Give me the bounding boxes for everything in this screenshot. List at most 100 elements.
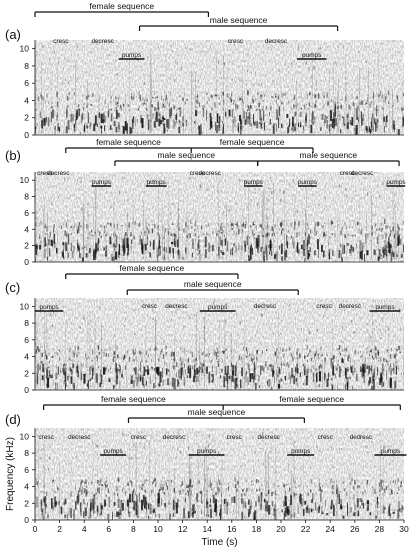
sequence-bracket: male sequence <box>114 150 259 166</box>
x-tick-label: 8 <box>131 524 136 534</box>
sequence-label: male sequence <box>188 407 246 417</box>
sequence-bracket: female sequence <box>34 1 210 17</box>
panel-label: (b) <box>5 148 21 163</box>
cresc-label: cresc <box>131 434 147 441</box>
decresc-label: decresc <box>47 170 70 177</box>
y-tick-label: 2 <box>24 241 29 251</box>
y-tick-label: 6 <box>24 465 29 475</box>
panel-label: (c) <box>5 280 20 295</box>
cresc-label: cresc <box>340 170 356 177</box>
decresc-label: decresc <box>163 434 186 441</box>
y-tick-label: 2 <box>24 113 29 123</box>
x-tick-label: 4 <box>82 524 87 534</box>
decresc-label: decresc <box>350 434 373 441</box>
x-tick-label: 16 <box>227 524 237 534</box>
x-tick-label: 20 <box>276 524 286 534</box>
sequence-label: female sequence <box>279 394 344 404</box>
y-tick-label: 2 <box>24 368 29 378</box>
spectrogram <box>35 172 404 262</box>
y-axis-label: Frequency (kHz) <box>5 437 16 511</box>
y-tick-label: 4 <box>24 482 29 492</box>
y-tick-label: 8 <box>24 192 29 202</box>
decresc-label: decresc <box>351 170 374 177</box>
x-tick-label: 26 <box>350 524 360 534</box>
sequence-label: female sequence <box>119 263 184 273</box>
x-tick-label: 14 <box>202 524 212 534</box>
y-tick-label: 0 <box>24 257 29 267</box>
sequence-label: male sequence <box>157 150 215 160</box>
spectrogram <box>35 40 404 135</box>
sequence-bracket: male sequence <box>257 150 400 166</box>
y-tick-label: 4 <box>24 224 29 234</box>
pumps-annotation: pumps <box>296 52 327 60</box>
sequence-label: male sequence <box>184 279 242 289</box>
y-tick-label: 4 <box>24 95 29 105</box>
decresc-label: decresc <box>198 170 221 177</box>
panel-a: 0 2 4 6 8 10 (a) female sequence male sequence cr… <box>5 1 404 140</box>
pumps-label: pumps <box>147 179 166 186</box>
x-tick-label: 10 <box>153 524 163 534</box>
decresc-label: decresc <box>254 303 277 310</box>
panel-b: 0 2 4 6 8 10 (b) female sequence female sequence… <box>5 137 406 267</box>
cresc-label: cresc <box>228 38 244 45</box>
pumps-annotation: pumps <box>369 304 401 312</box>
y-tick-label: 6 <box>24 335 29 345</box>
y-tick-label: 8 <box>24 448 29 458</box>
pumps-annotation: pumps <box>91 179 112 187</box>
pumps-annotation: pumps <box>287 448 315 456</box>
y-tick-label: 0 <box>24 515 29 525</box>
x-tick-label: 12 <box>178 524 188 534</box>
cresc-label: cresc <box>318 434 334 441</box>
pumps-label: pumps <box>92 179 111 186</box>
decresc-label: decresc <box>68 434 91 441</box>
panel-label: (a) <box>5 27 21 42</box>
pumps-label: pumps <box>244 179 263 186</box>
pumps-label: pumps <box>208 304 227 311</box>
y-tick-label: 0 <box>24 385 29 395</box>
decresc-label: decresc <box>91 38 114 45</box>
pumps-annotation: pumps <box>145 179 167 187</box>
x-tick-label: 0 <box>33 524 38 534</box>
spectrogram <box>35 428 404 520</box>
cresc-label: cresc <box>227 434 243 441</box>
decresc-label: decresc <box>339 303 362 310</box>
sequence-label: male sequence <box>300 150 358 160</box>
y-tick-label: 6 <box>24 78 29 88</box>
pumps-annotation: pumps <box>199 304 236 312</box>
decresc-label: decresc <box>165 303 188 310</box>
pumps-annotation: pumps <box>118 52 145 60</box>
pumps-label: pumps <box>381 448 400 455</box>
y-tick-label: 6 <box>24 208 29 218</box>
x-tick-label: 22 <box>301 524 311 534</box>
y-tick-label: 0 <box>24 130 29 140</box>
decresc-label: decresc <box>258 434 281 441</box>
y-tick-label: 4 <box>24 352 29 362</box>
pumps-label: pumps <box>375 304 394 311</box>
cresc-label: cresc <box>38 434 54 441</box>
y-tick-label: 10 <box>20 44 30 54</box>
pumps-label: pumps <box>40 304 59 311</box>
sequence-bracket: female sequence <box>43 394 224 410</box>
x-tick-label: 30 <box>399 524 409 534</box>
sequence-bracket: male sequence <box>127 407 305 423</box>
sequence-label: female sequence <box>89 1 154 11</box>
pumps-label: pumps <box>197 448 216 455</box>
x-axis-label: Time (s) <box>201 537 237 548</box>
sequence-label: female sequence <box>101 394 166 404</box>
pumps-label: pumps <box>386 179 405 186</box>
pumps-annotation: pumps <box>298 179 317 187</box>
pumps-label: pumps <box>104 448 123 455</box>
pumps-label: pumps <box>298 179 317 186</box>
pumps-annotation: pumps <box>244 179 263 187</box>
cresc-label: cresc <box>190 170 206 177</box>
y-tick-label: 2 <box>24 498 29 508</box>
x-tick-label: 28 <box>375 524 385 534</box>
pumps-annotation: pumps <box>374 448 407 456</box>
sequence-bracket: female sequence <box>65 137 192 153</box>
x-tick-label: 6 <box>106 524 111 534</box>
cresc-label: cresc <box>142 303 158 310</box>
pumps-label: pumps <box>122 52 141 59</box>
y-tick-label: 10 <box>20 175 30 185</box>
cresc-label: cresc <box>316 303 332 310</box>
